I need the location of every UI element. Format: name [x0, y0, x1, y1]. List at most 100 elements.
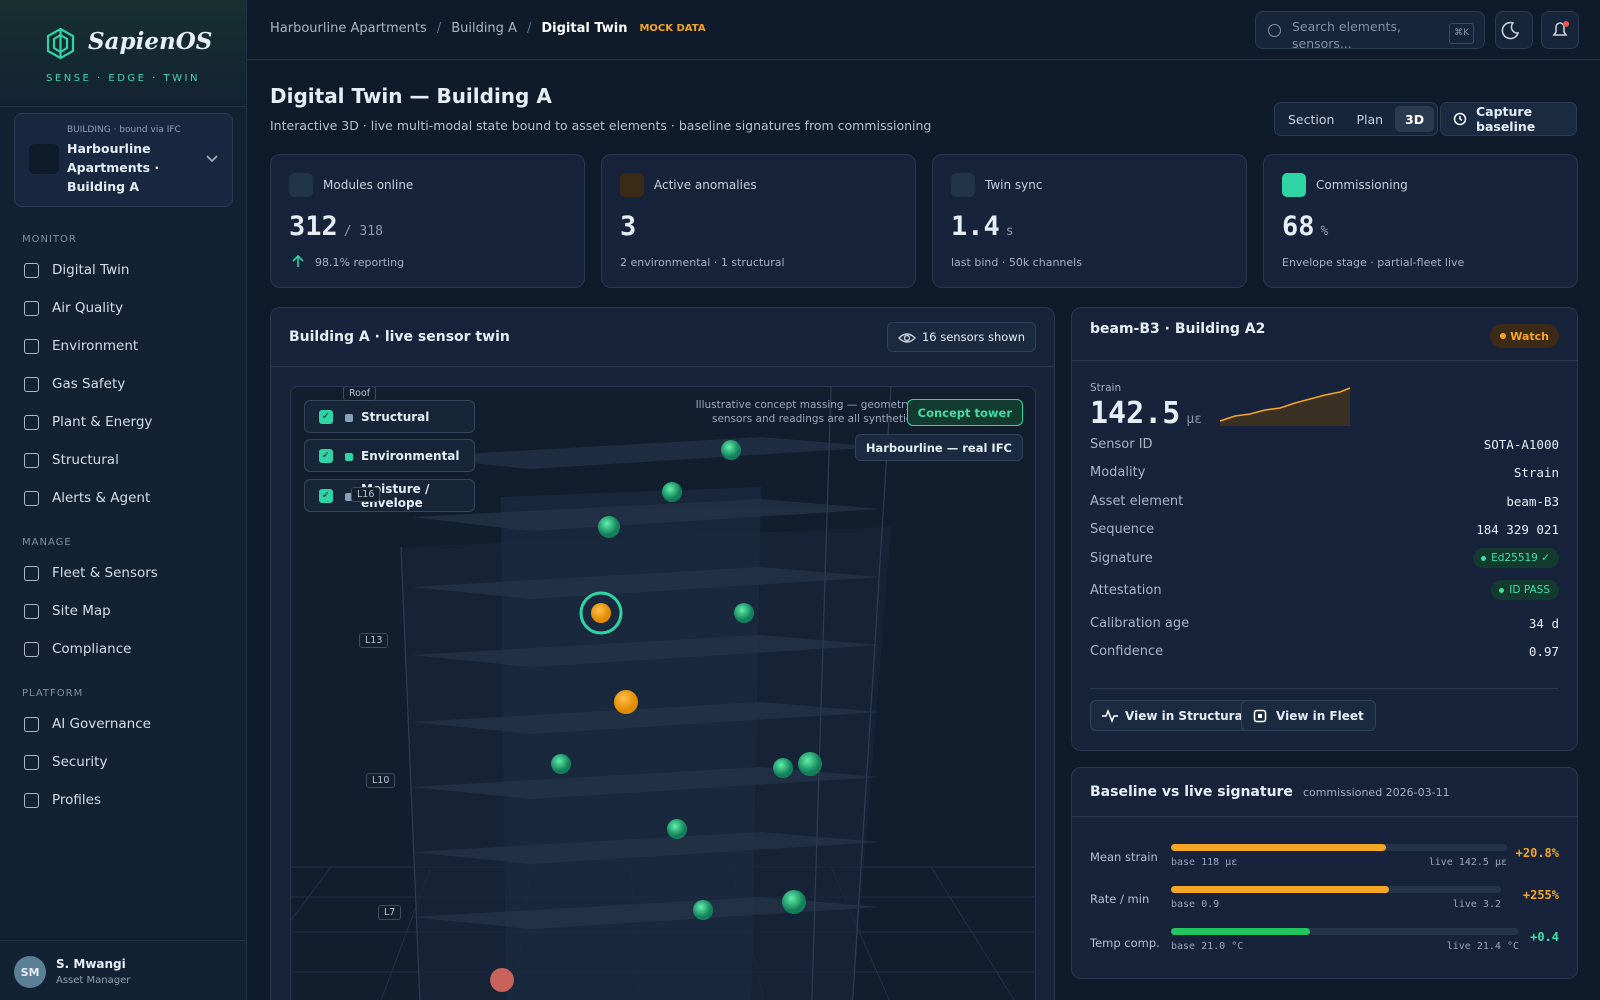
row-delta: +255%	[1522, 888, 1559, 902]
kpi-card: Modules online 312 / 318 98.1% reporting	[270, 154, 585, 288]
field-value: Strain	[1513, 464, 1559, 480]
nav-item[interactable]: AI Governance	[12, 705, 234, 743]
nav-item[interactable]: Security	[12, 743, 234, 781]
avatar: SM	[14, 956, 46, 988]
field-label: Sequence	[1090, 521, 1155, 537]
capture-button[interactable]: Capture baseline	[1440, 102, 1577, 136]
nav-item[interactable]: Environment	[12, 327, 234, 365]
kpi-icon	[951, 173, 975, 197]
level-label: Roof	[343, 387, 377, 401]
row-label: Rate / min	[1090, 892, 1150, 906]
track	[1171, 844, 1507, 851]
field-value: beam-B3	[1506, 493, 1559, 509]
baseline-panel: Baseline vs live signature commissioned 2…	[1071, 767, 1578, 979]
baseline-row: Temp comp. base 21.0 °C live 21.4 °C +0.…	[1090, 928, 1559, 968]
field-value: 34 d	[1528, 615, 1559, 631]
divider	[1072, 360, 1577, 361]
row-live: live 3.2	[1452, 899, 1501, 910]
sensors-shown[interactable]: 16 sensors shown	[886, 322, 1036, 352]
nav-item[interactable]: Structural	[12, 441, 234, 479]
search-placeholder: Search elements, sensors...	[1292, 19, 1401, 51]
breadcrumb[interactable]: Harbourline Apartments	[270, 21, 427, 36]
action-button[interactable]: View in Fleet	[1241, 700, 1376, 731]
sidebar: SapienOS SENSE · EDGE · TWIN BUILDING · …	[0, 0, 247, 1000]
field-row: Attestation ID PASS	[1090, 576, 1559, 604]
nav-section-title: MONITOR	[22, 234, 77, 245]
page-title: Digital Twin — Building A	[270, 84, 552, 108]
layer-toggle[interactable]: Environmental	[304, 439, 475, 472]
twin-scene[interactable]: Structural Environmental Moisture / enve…	[290, 386, 1036, 1000]
mock-badge: MOCK DATA	[639, 23, 706, 34]
theme-toggle[interactable]	[1495, 11, 1533, 49]
layer-toggle[interactable]: Structural	[304, 400, 475, 433]
kpi-label: Commissioning	[1316, 178, 1408, 192]
level-label: L7	[378, 905, 402, 920]
brand: SapienOS SENSE · EDGE · TWIN	[0, 0, 246, 107]
field-row: Sequence 184 329 021	[1090, 515, 1559, 543]
model-button[interactable]: Harbourline — real IFC	[854, 434, 1023, 461]
track	[1171, 928, 1519, 935]
nav-item[interactable]: Profiles	[12, 781, 234, 819]
user-role: Asset Manager	[56, 975, 131, 986]
nav-item[interactable]: Digital Twin	[12, 251, 234, 289]
kpi-card: Active anomalies 3 2 environmental · 1 str…	[601, 154, 916, 288]
view-mode[interactable]: Section	[1288, 111, 1335, 127]
track	[1171, 886, 1501, 893]
status-badge: Watch	[1490, 324, 1559, 348]
brand-name: SapienOS	[88, 28, 213, 55]
nav-section-title: MANAGE	[22, 537, 72, 548]
capture-label: Capture baseline	[1476, 104, 1536, 134]
layer-toggle[interactable]: Moisture / envelope	[304, 479, 475, 512]
divider	[271, 366, 1054, 367]
nav-item[interactable]: Compliance	[12, 630, 234, 668]
kpi-unit: s	[1005, 224, 1014, 239]
detail-title: beam-B3 · Building A2	[1090, 321, 1266, 337]
field-value: ID PASS	[1491, 580, 1559, 600]
nav-item[interactable]: Alerts & Agent	[12, 479, 234, 517]
nav-item[interactable]: Site Map	[12, 592, 234, 630]
view-mode[interactable]: Plan	[1356, 111, 1384, 127]
search-icon	[1268, 24, 1281, 37]
user-name: S. Mwangi	[56, 957, 126, 971]
tower	[400, 387, 892, 1000]
kpi-number: 68	[1282, 211, 1315, 242]
row-base: base 118 µε	[1171, 857, 1238, 868]
field-value: SOTA-A1000	[1483, 436, 1559, 452]
kpi-label: Twin sync	[985, 178, 1043, 192]
nav-section: MANAGE Fleet & Sensors Site Map Compliance	[0, 537, 246, 668]
search[interactable]: Search elements, sensors... ⌘K	[1255, 11, 1485, 51]
field-row: Modality Strain	[1090, 458, 1559, 486]
field-label: Asset element	[1090, 493, 1184, 509]
building-selector[interactable]: BUILDING · bound via IFC Harbourline Apa…	[14, 113, 233, 207]
sparkline	[1220, 387, 1351, 426]
baseline-note: commissioned 2026-03-11	[1302, 786, 1450, 799]
kpi-icon	[1282, 173, 1306, 197]
eye-icon	[897, 333, 916, 343]
shortcut: ⌘K	[1449, 23, 1474, 44]
user[interactable]: SM S. Mwangi Asset Manager	[0, 940, 247, 1000]
notifications[interactable]	[1541, 11, 1579, 49]
fill	[1171, 844, 1387, 851]
row-base: base 0.9	[1171, 899, 1220, 910]
nav-item[interactable]: Plant & Energy	[12, 403, 234, 441]
nav-item[interactable]: Gas Safety	[12, 365, 234, 403]
view-mode[interactable]: 3D	[1395, 106, 1435, 132]
nav-item[interactable]: Air Quality	[12, 289, 234, 327]
field-label: Modality	[1090, 464, 1146, 480]
reading-value: 142.5	[1090, 396, 1181, 431]
page-subtitle: Interactive 3D · live multi-modal state …	[270, 118, 932, 133]
model-button[interactable]: Concept tower	[906, 399, 1023, 426]
row-delta: +0.4	[1530, 930, 1559, 944]
kpi-number: 312	[289, 211, 338, 242]
breadcrumb[interactable]: Building A	[451, 21, 517, 36]
bell-icon	[1552, 21, 1569, 36]
scene-graphics	[291, 387, 1035, 1000]
up-arrow	[292, 254, 304, 267]
building-icon	[29, 144, 59, 174]
nav-item[interactable]: Fleet & Sensors	[12, 554, 234, 592]
action-button[interactable]: View in Structural	[1090, 700, 1259, 731]
pulse-icon	[1102, 709, 1118, 723]
fill	[1171, 928, 1311, 935]
kpi-label: Modules online	[323, 178, 414, 192]
